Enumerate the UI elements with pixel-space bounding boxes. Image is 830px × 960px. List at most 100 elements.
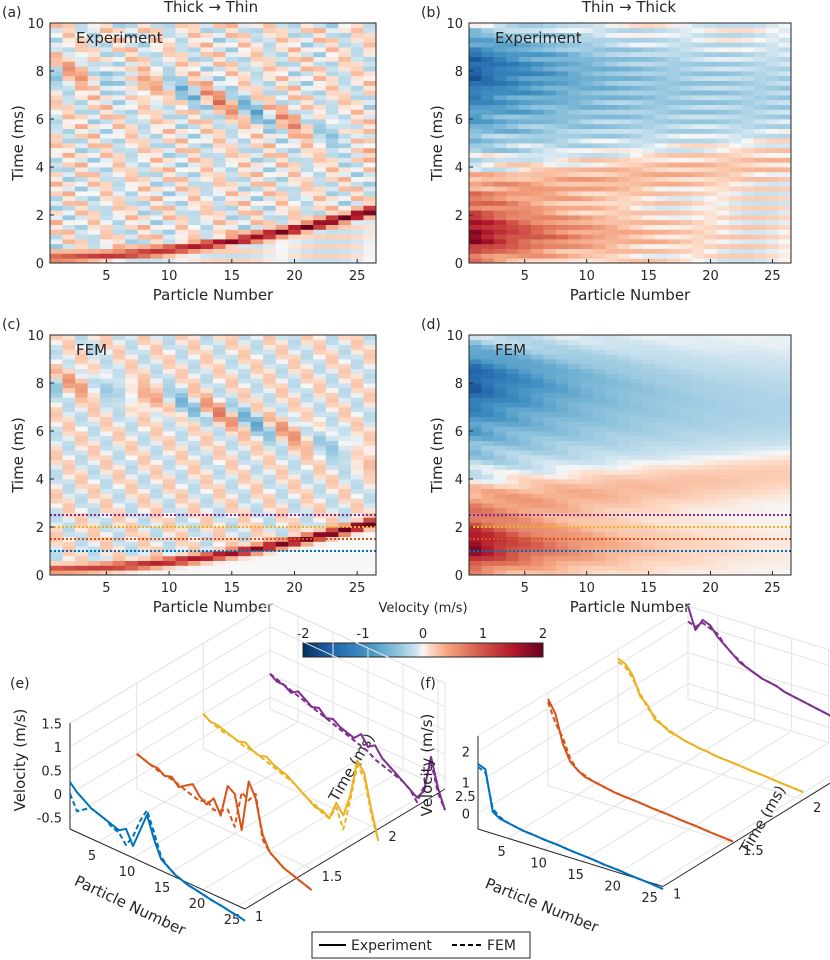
heatmap-cell (654, 205, 668, 211)
heatmap-cell (679, 109, 693, 115)
heatmap-cell (518, 555, 532, 561)
heatmap-cell (778, 75, 792, 81)
heatmap-cell (691, 143, 705, 149)
heatmap-cell (778, 123, 792, 129)
heatmap-cell (238, 75, 252, 81)
heatmap-cell (250, 354, 264, 360)
heatmap-cell (100, 411, 114, 417)
heatmap-cell (704, 143, 718, 149)
heatmap-cell (313, 133, 327, 139)
heatmap-cell (506, 152, 519, 158)
heatmap-cell (187, 488, 201, 494)
heatmap-cell (667, 95, 680, 101)
heatmap-cell (300, 411, 314, 417)
heatmap-cell (543, 469, 557, 475)
heatmap-cell (125, 459, 139, 465)
heatmap-cell (125, 440, 139, 446)
heatmap-cell (679, 75, 693, 81)
heatmap-cell (238, 363, 252, 369)
heatmap-cell (481, 368, 495, 374)
x-tick-label: 10 (578, 269, 595, 284)
heatmap-cell (137, 512, 151, 518)
heatmap-cell (125, 128, 139, 134)
heatmap-cell (753, 171, 767, 177)
heatmap-cell (493, 32, 507, 38)
heatmap-cell (469, 253, 482, 259)
heatmap-cell (250, 402, 264, 408)
heatmap-cell (350, 253, 364, 259)
heatmap-cell (481, 512, 495, 518)
heatmap-cell (175, 104, 189, 110)
heatmap-cell (555, 474, 569, 480)
heatmap-cell (250, 359, 264, 365)
heatmap-cell (741, 56, 755, 62)
heatmap-cell (753, 248, 767, 254)
heatmap-cell (530, 363, 544, 369)
heatmap-cell (137, 248, 151, 254)
heatmap-cell (288, 503, 302, 509)
heatmap-cell (100, 23, 114, 29)
heatmap-cell (250, 431, 264, 437)
heatmap-cell (150, 373, 164, 379)
heatmap-cell (716, 71, 730, 77)
heatmap-cell (363, 71, 377, 77)
heatmap-cell (679, 56, 693, 62)
heatmap-cell (213, 133, 226, 139)
heatmap-cell (325, 483, 339, 489)
heatmap-cell (300, 143, 314, 149)
heatmap-cell (642, 431, 656, 437)
heatmap-cell (225, 234, 239, 240)
heatmap-cell (654, 85, 668, 91)
heatmap-cell (137, 239, 151, 245)
heatmap-cell (75, 56, 89, 62)
heatmap-cell (263, 32, 277, 38)
heatmap-cell (150, 455, 164, 461)
heatmap-cell (518, 359, 532, 365)
heatmap-cell (691, 186, 705, 192)
heatmap-cell (75, 507, 89, 513)
heatmap-cell (592, 200, 606, 206)
heatmap-cell (288, 527, 302, 533)
heatmap-cell (766, 167, 780, 173)
heatmap-cell (679, 531, 693, 537)
heatmap-cell (275, 541, 289, 547)
heatmap-cell (691, 90, 705, 96)
heatmap-cell (667, 37, 680, 43)
heatmap-cell (200, 407, 214, 413)
heatmap-cell (642, 219, 656, 225)
heatmap-cell (605, 66, 619, 72)
heatmap-cell (469, 512, 482, 518)
heatmap-cell (338, 95, 352, 101)
heatmap-cell (112, 234, 126, 240)
heatmap-cell (469, 66, 482, 72)
heatmap-cell (568, 56, 581, 62)
heatmap-cell (213, 61, 226, 67)
y-tick-label: 2 (36, 209, 44, 224)
heatmap-cell (363, 440, 377, 446)
heatmap-cell (716, 181, 730, 187)
heatmap-cell (338, 488, 352, 494)
heatmap-cell (679, 527, 693, 533)
heatmap-cell (250, 248, 264, 254)
heatmap-cell (87, 363, 101, 369)
heatmap-cell (62, 42, 76, 48)
heatmap-cell (62, 56, 76, 62)
heatmap-cell (654, 253, 668, 259)
heatmap-cell (481, 37, 495, 43)
heatmap-cell (137, 493, 151, 499)
heatmap-cell (263, 109, 277, 115)
heatmap-cell (288, 104, 302, 110)
heatmap-cell (679, 239, 693, 245)
heatmap-cell (605, 536, 619, 542)
heatmap-cell (555, 143, 569, 149)
heatmap-cell (175, 421, 189, 427)
heatmap-cell (325, 474, 339, 480)
heatmap-cell (741, 224, 755, 230)
heatmap-cell (506, 210, 519, 216)
heatmap-cell (137, 243, 151, 249)
heatmap-cell (580, 219, 594, 225)
heatmap-cell (250, 23, 264, 29)
heatmap-cell (75, 114, 89, 120)
heatmap-cell (187, 527, 201, 533)
heatmap-cell (518, 450, 532, 456)
